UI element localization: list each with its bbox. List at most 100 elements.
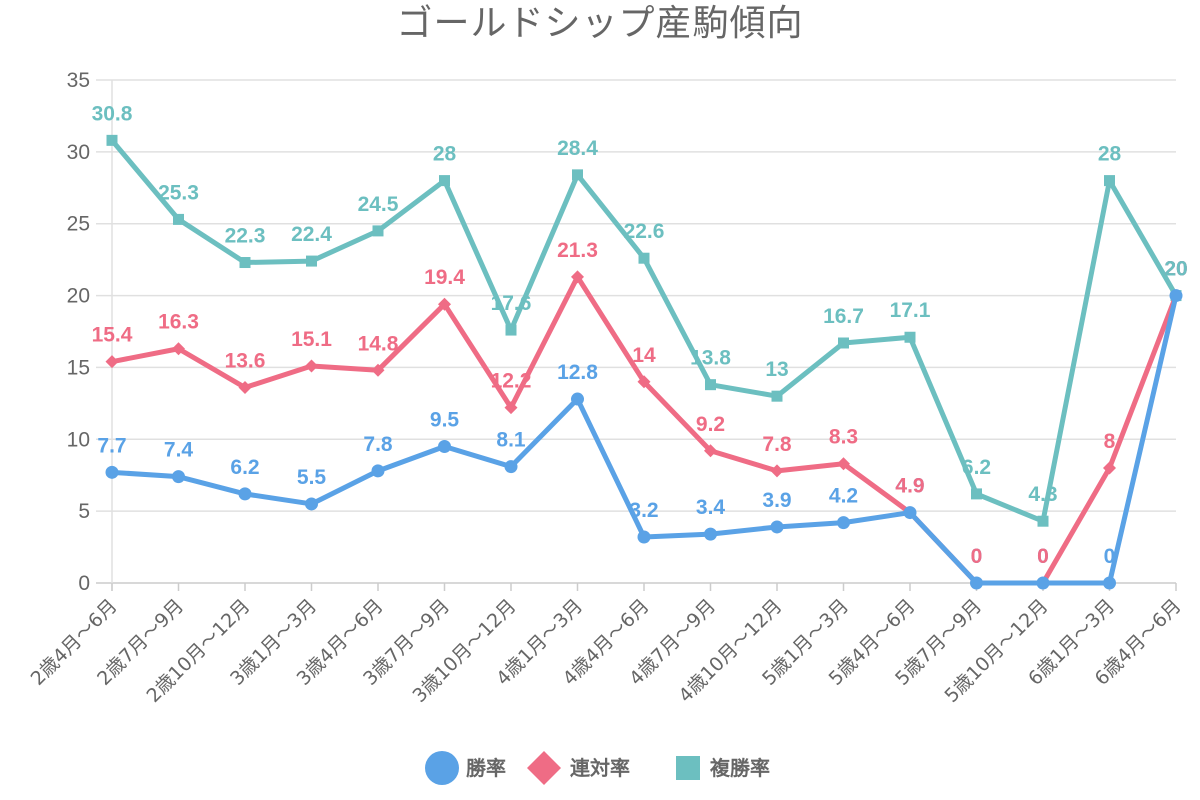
data-point	[838, 337, 849, 349]
data-label: 0	[1037, 545, 1049, 568]
y-axis: 0 5 10 15 20 25 30 35	[67, 69, 90, 595]
data-label: 7.4	[164, 439, 194, 462]
data-label: 14.8	[358, 332, 399, 355]
series-square	[106, 134, 1182, 527]
data-point	[770, 520, 784, 534]
data-point	[637, 375, 651, 389]
y-tick-label: 25	[67, 213, 90, 236]
data-label: 8	[1104, 430, 1116, 453]
series-line	[109, 137, 1179, 524]
data-label: 25.3	[158, 181, 199, 204]
data-point	[903, 506, 917, 520]
legend-item: 勝率	[425, 751, 506, 785]
chart-title: ゴールドシップ産駒傾向	[396, 3, 804, 44]
data-point	[238, 381, 252, 395]
y-tick-label: 30	[67, 141, 90, 164]
data-label: 22.6	[624, 220, 665, 243]
data-label: 7.8	[363, 433, 393, 456]
data-point	[971, 488, 982, 500]
data-label: 28	[1098, 143, 1122, 166]
data-point	[305, 359, 318, 373]
data-point	[1037, 515, 1049, 527]
data-label: 6.2	[962, 456, 991, 479]
data-point	[239, 257, 251, 269]
data-label: 3.4	[696, 496, 726, 519]
data-point	[172, 470, 185, 484]
data-label: 12.8	[557, 361, 598, 384]
data-point	[305, 497, 318, 511]
data-label: 16.3	[158, 311, 199, 334]
data-point	[770, 464, 784, 478]
data-label: 3.9	[762, 489, 791, 512]
grid	[96, 79, 1176, 591]
x-axis: 2歳4月～6月2歳7月～9月2歳10月～12月3歳1月～3月3歳4月～6月3歳7…	[27, 583, 1186, 707]
legend-label: 勝率	[466, 756, 506, 780]
data-label: 0	[971, 545, 983, 568]
data-point	[771, 390, 783, 402]
data-point	[1169, 289, 1183, 303]
data-point	[837, 516, 850, 530]
data-label: 3.2	[629, 499, 658, 522]
data-point	[439, 175, 450, 187]
data-label: 4.9	[895, 475, 924, 498]
data-point	[438, 439, 451, 453]
data-label: 0	[971, 545, 983, 568]
data-label: 4.9	[895, 475, 924, 498]
y-tick-label: 5	[78, 500, 90, 523]
data-label: 15.1	[291, 328, 332, 351]
data-label: 9.2	[696, 413, 725, 436]
data-label: 8.3	[829, 426, 858, 449]
legend: 勝率 連対率 複勝率	[425, 751, 770, 785]
data-point	[504, 401, 518, 415]
data-point	[638, 252, 650, 264]
y-tick-label: 0	[78, 572, 90, 595]
data-point	[1104, 175, 1115, 187]
data-point	[572, 169, 583, 181]
data-label: 28.4	[557, 137, 598, 160]
series-circle	[105, 289, 1183, 590]
data-label: 4.3	[1028, 483, 1057, 506]
data-label: 20	[1164, 258, 1187, 281]
data-point	[637, 530, 651, 544]
data-point	[1036, 576, 1050, 590]
data-label: 17.1	[890, 299, 931, 322]
data-point	[173, 213, 184, 225]
y-tick-label: 15	[67, 356, 90, 379]
data-label: 15.4	[92, 324, 133, 347]
data-label: 22.3	[225, 225, 266, 248]
data-label: 4.2	[829, 485, 858, 508]
data-label: 12.2	[491, 370, 532, 393]
data-label: 20	[1164, 258, 1187, 281]
data-point	[505, 324, 517, 336]
data-label: 30.8	[92, 102, 133, 125]
data-label: 7.8	[762, 433, 792, 456]
data-point	[306, 255, 317, 267]
data-point	[705, 379, 716, 391]
legend-circle-icon	[425, 751, 459, 785]
data-point	[837, 457, 850, 471]
data-label: 0	[1037, 545, 1049, 568]
data-labels: 7.7 7.4 6.2 5.5 7.8 9.5 8.1 12.8 3.2 3.4 3.9 4.2 4.9…	[92, 102, 1188, 568]
legend-diamond-icon	[527, 751, 561, 785]
data-point	[704, 444, 717, 458]
data-label: 13	[765, 358, 788, 381]
legend-label: 複勝率	[710, 756, 770, 780]
y-tick-label: 10	[67, 428, 90, 451]
data-label: 13.6	[225, 350, 266, 373]
data-label: 14	[632, 344, 656, 367]
data-point	[372, 225, 384, 237]
legend-square-icon	[676, 756, 700, 780]
data-label: 7.7	[97, 434, 126, 457]
data-label: 28	[433, 143, 457, 166]
data-label: 13.8	[690, 347, 731, 370]
data-point	[1103, 461, 1116, 475]
data-point	[571, 392, 584, 406]
data-point	[172, 342, 185, 356]
legend-item: 複勝率	[676, 756, 770, 780]
data-point	[504, 460, 518, 474]
data-label: 24.5	[358, 193, 399, 216]
data-point	[904, 331, 916, 343]
data-point	[105, 465, 119, 479]
